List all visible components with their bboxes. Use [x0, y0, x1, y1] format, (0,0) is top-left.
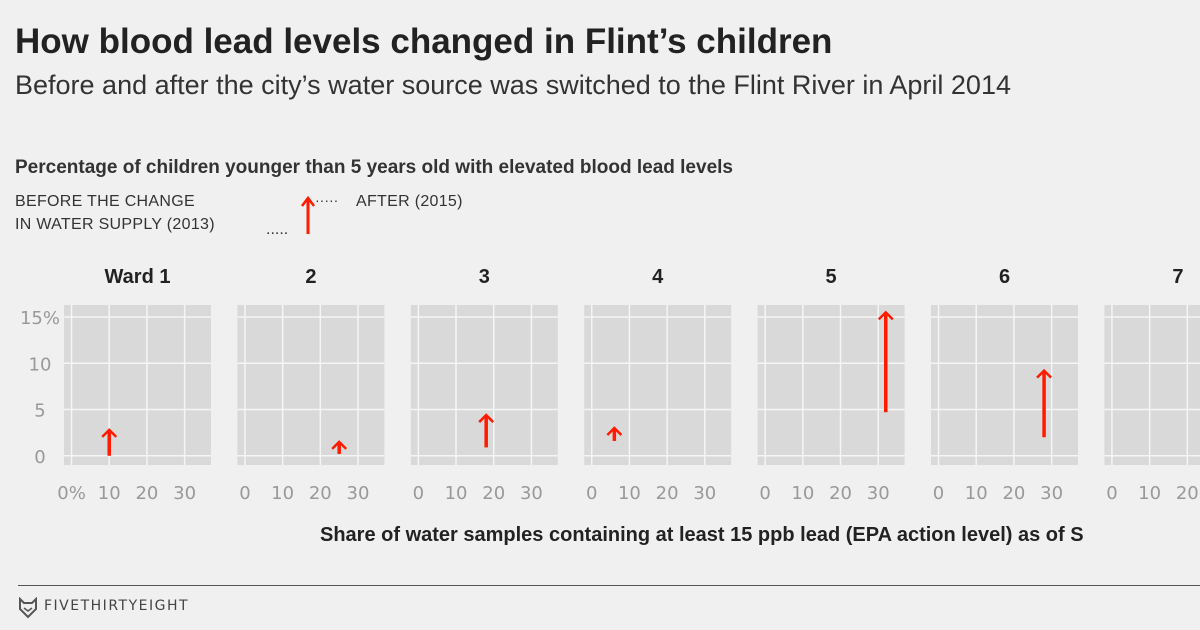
- panel-ward: 4 0 10 20 30: [584, 266, 732, 504]
- panel-background: [757, 305, 905, 465]
- x-tick-label: 20: [656, 483, 679, 504]
- legend-before-line2: IN WATER SUPPLY (2013): [15, 216, 215, 233]
- x-tick-label: 10: [791, 483, 814, 504]
- x-tick-label: 0: [586, 483, 597, 504]
- panel-label: 4: [652, 266, 664, 288]
- page-title: How blood lead levels changed in Flint’s…: [15, 22, 833, 61]
- x-tick-label: 30: [347, 483, 370, 504]
- x-tick-label: 0: [933, 483, 944, 504]
- x-tick-label: 30: [520, 483, 543, 504]
- arrow-head: [877, 310, 894, 321]
- fox-logo-icon: [19, 597, 37, 619]
- panel-background: [1104, 305, 1200, 465]
- panel-background: [931, 305, 1078, 465]
- x-tick-label: 10: [1138, 483, 1161, 504]
- x-tick-label: 30: [867, 483, 890, 504]
- x-tick-label: 0: [239, 483, 250, 504]
- x-tick-label: 0: [413, 483, 424, 504]
- y-tick-label: 15%: [20, 308, 60, 329]
- arrow-head: [101, 428, 118, 438]
- panel-ward: 20 10 20 30: [237, 266, 385, 504]
- panel-label: 5: [826, 266, 837, 288]
- panel-label: 6: [999, 266, 1010, 288]
- x-tick-label: 10: [618, 483, 641, 504]
- x-tick-label: 10: [98, 483, 121, 504]
- chart-title: Percentage of children younger than 5 ye…: [15, 157, 733, 178]
- y-tick-label: 5: [34, 401, 45, 422]
- brand-name: FIVETHIRTYEIGHT: [44, 598, 190, 614]
- x-tick-label: 0%: [57, 483, 86, 504]
- panel-background: [237, 305, 385, 465]
- x-axis-title: Share of water samples containing at lea…: [320, 524, 1084, 546]
- panel-ward: 5 0 10 20 30: [757, 266, 905, 504]
- panel-ward: Ward 1 0% 10 20 30: [57, 266, 211, 504]
- x-tick-label: 30: [173, 483, 196, 504]
- page-subtitle: Before and after the city’s water source…: [15, 70, 1011, 100]
- arrow-head: [1036, 368, 1052, 379]
- x-tick-label: 30: [693, 483, 716, 504]
- panel-label: Ward 1: [105, 266, 171, 288]
- x-tick-label: 20: [309, 483, 332, 504]
- panel-background: [64, 305, 211, 465]
- panel-ward: 30 10 20 30: [410, 266, 558, 504]
- arrow-head: [606, 426, 623, 436]
- x-tick-label: 20: [829, 483, 852, 504]
- legend-dots-after: ·····: [315, 192, 338, 208]
- x-tick-label: 10: [445, 483, 468, 504]
- footer-divider: [18, 585, 1200, 586]
- x-tick-label: 0: [1106, 483, 1117, 504]
- legend-arrow-group: ..... ·····: [266, 192, 338, 238]
- x-tick-label: 20: [1176, 483, 1199, 504]
- legend-dots-before: .....: [266, 221, 288, 238]
- panel-label: 3: [479, 266, 490, 288]
- x-tick-label: 0: [759, 483, 770, 504]
- panel-background: [410, 305, 558, 465]
- panel-ward: 70102030: [1104, 266, 1200, 504]
- legend-after: AFTER (2015): [356, 193, 463, 210]
- x-tick-label: 30: [1040, 483, 1063, 504]
- legend-arrow-head: [301, 195, 315, 207]
- arrow-head: [331, 440, 348, 450]
- x-tick-label: 10: [271, 483, 294, 504]
- y-tick-label: 10: [29, 354, 52, 375]
- x-tick-label: 10: [965, 483, 988, 504]
- panel-background: [584, 305, 732, 465]
- panel-label: 7: [1172, 266, 1183, 288]
- panel-label: 2: [305, 266, 316, 288]
- x-tick-label: 20: [1002, 483, 1025, 504]
- y-tick-label: 0: [34, 447, 45, 468]
- x-tick-label: 20: [135, 483, 158, 504]
- legend-before-line1: BEFORE THE CHANGE: [15, 193, 195, 210]
- panel-ward: 6 0 10 20 30: [931, 266, 1078, 504]
- arrow-head: [478, 413, 495, 423]
- x-tick-label: 20: [482, 483, 505, 504]
